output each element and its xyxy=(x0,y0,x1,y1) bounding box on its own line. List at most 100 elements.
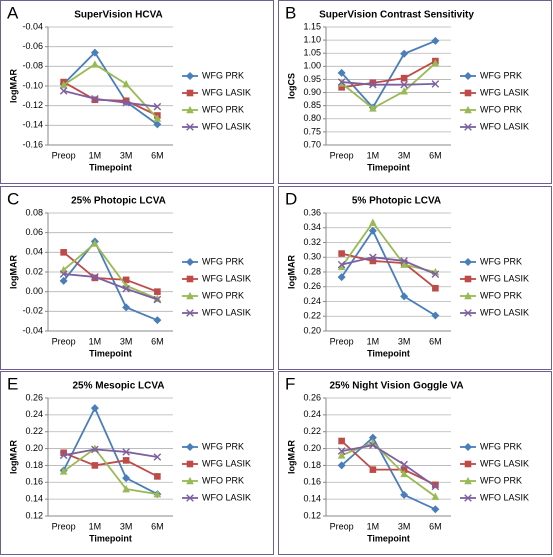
x-tick-label: Preop xyxy=(330,336,354,346)
marker xyxy=(122,457,130,464)
y-axis-title: logMAR xyxy=(8,440,18,474)
marker xyxy=(400,292,409,301)
marker xyxy=(400,257,408,265)
y-tick-label: 0.22 xyxy=(25,426,43,436)
marker xyxy=(337,273,346,282)
series-line xyxy=(341,62,436,110)
y-tick-label: 0.36 xyxy=(303,207,321,217)
legend-marker xyxy=(186,291,194,300)
y-tick-label: 0.06 xyxy=(25,227,43,237)
marker xyxy=(122,303,131,312)
legend-label: WFO PRK xyxy=(202,104,244,114)
series-line xyxy=(62,406,158,495)
x-axis-title: Timepoint xyxy=(367,533,410,543)
legend-marker xyxy=(464,476,472,485)
y-tick-label: -0.16 xyxy=(22,139,43,149)
marker xyxy=(91,445,99,454)
legend-marker xyxy=(186,105,194,114)
legend-marker xyxy=(186,72,194,80)
legend-marker xyxy=(464,123,472,131)
legend-label: WFG PRK xyxy=(202,256,244,266)
legend-marker xyxy=(464,89,472,97)
series-line xyxy=(341,60,436,89)
marker xyxy=(153,294,162,302)
panel-letter: B xyxy=(285,3,296,22)
marker xyxy=(122,97,130,105)
y-tick-label: 0.22 xyxy=(303,311,321,321)
y-tick-label: 0.70 xyxy=(303,139,321,149)
marker xyxy=(91,94,99,103)
y-axis-title: logMAR xyxy=(286,255,296,289)
marker xyxy=(338,250,345,257)
marker xyxy=(90,404,99,413)
marker xyxy=(153,453,162,461)
x-tick-label: Preop xyxy=(330,150,354,160)
marker xyxy=(91,239,99,247)
legend-label: WFO LASIK xyxy=(202,492,251,502)
legend-label: WFG LASIK xyxy=(202,273,251,283)
legend-marker xyxy=(186,275,194,283)
panel: C 25% Photopic LCVA logMAR Timepoint -0.04 -0… xyxy=(0,186,274,370)
legend-label: WFG PRK xyxy=(480,70,522,80)
legend-marker xyxy=(464,105,472,114)
panel: E 25% Mesopic LCVA logMAR Timepoint 0.12 0.14… xyxy=(0,371,274,555)
marker xyxy=(400,49,409,58)
legend-label: WFG LASIK xyxy=(480,458,529,468)
x-tick-label: 6M xyxy=(151,521,164,531)
y-tick-label: 0.02 xyxy=(25,266,43,276)
series-line xyxy=(63,242,158,300)
legend-label: WFO PRK xyxy=(202,475,244,485)
x-tick-label: 6M xyxy=(151,336,164,346)
y-tick-label: 0.14 xyxy=(25,494,43,504)
marker xyxy=(400,74,408,82)
panel-border xyxy=(278,0,552,184)
marker xyxy=(337,461,346,470)
legend-marker xyxy=(186,460,194,468)
legend-marker xyxy=(186,309,194,317)
y-tick-label: 0.28 xyxy=(303,266,321,276)
series-line xyxy=(62,239,158,322)
x-tick-label: 3M xyxy=(398,521,411,531)
series-line xyxy=(341,256,436,276)
marker xyxy=(59,467,68,475)
marker xyxy=(59,80,68,89)
panel-letter: D xyxy=(285,189,297,208)
marker xyxy=(59,276,68,285)
y-tick-label: 0.95 xyxy=(303,74,321,84)
series-line xyxy=(340,228,436,317)
marker xyxy=(431,59,440,67)
legend-marker xyxy=(186,494,194,502)
marker xyxy=(122,474,131,483)
marker xyxy=(431,492,440,500)
marker xyxy=(400,80,408,89)
x-tick-label: 1M xyxy=(89,150,102,160)
legend-label: WFG LASIK xyxy=(202,458,251,468)
marker xyxy=(60,449,67,457)
y-tick-label: 1.15 xyxy=(303,21,321,31)
y-tick-label: 0.16 xyxy=(303,477,321,487)
legend-marker xyxy=(186,123,194,131)
legend-marker xyxy=(186,258,194,266)
panel-letter: F xyxy=(285,374,295,393)
marker xyxy=(91,273,99,281)
y-tick-label: 0.22 xyxy=(303,426,321,436)
y-tick-label: 0.12 xyxy=(25,510,43,520)
marker xyxy=(400,460,408,469)
marker xyxy=(368,226,377,235)
panel-letter: C xyxy=(7,189,19,208)
legend-label: WFO PRK xyxy=(480,290,522,300)
legend-label: WFG LASIK xyxy=(480,87,529,97)
x-tick-label: Preop xyxy=(52,521,76,531)
marker xyxy=(122,79,130,88)
y-tick-label: 0.90 xyxy=(303,87,321,97)
marker xyxy=(400,490,409,499)
panel: A SuperVision HCVA logMAR Timepoint -0.04 -0.… xyxy=(0,0,274,184)
legend-label: WFO PRK xyxy=(480,104,522,114)
marker xyxy=(122,484,130,493)
marker xyxy=(400,87,408,95)
series-line xyxy=(341,81,436,86)
marker xyxy=(431,36,440,45)
marker xyxy=(369,466,377,473)
